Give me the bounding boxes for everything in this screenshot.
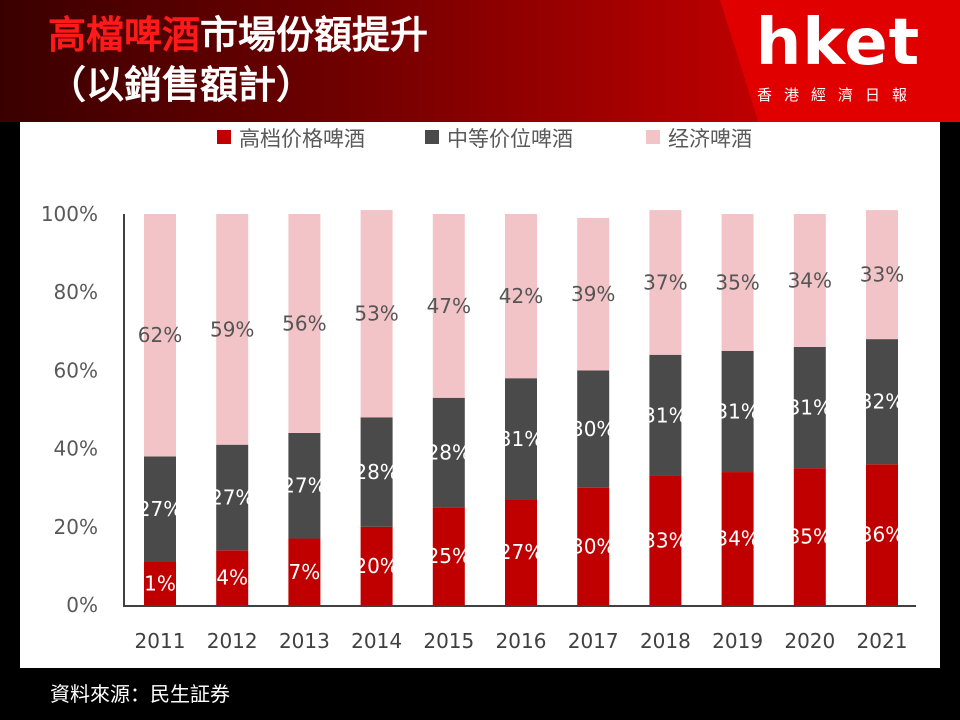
x-tick-label-2012: 2012 bbox=[207, 629, 258, 653]
data-label-2014-s1: 20% bbox=[354, 554, 398, 578]
legend-swatch-1 bbox=[217, 130, 231, 144]
legend-label-1: 高档价格啤酒 bbox=[239, 127, 365, 151]
data-label-2019-s2: 31% bbox=[715, 399, 759, 423]
bar-segment-2013-s3 bbox=[288, 214, 321, 433]
bar-segment-2016-s1 bbox=[505, 499, 537, 605]
bar-segment-2013-s1 bbox=[288, 538, 321, 605]
bar-segment-2019-s2 bbox=[721, 350, 754, 473]
x-tick-label-2015: 2015 bbox=[423, 629, 474, 653]
data-label-2019-s1: 34% bbox=[715, 527, 759, 551]
data-label-2015-s3: 47% bbox=[427, 294, 471, 318]
data-label-2015-s1: 25% bbox=[427, 544, 471, 568]
data-label-2016-s1: 27% bbox=[499, 540, 543, 564]
data-label-2015-s2: 28% bbox=[427, 441, 471, 465]
bar-segment-2019-s3 bbox=[721, 214, 754, 351]
bar-segment-2021-s3 bbox=[866, 210, 898, 340]
bar-segment-2017-s3 bbox=[577, 217, 610, 371]
title-highlight: 高檔啤酒 bbox=[48, 13, 201, 57]
bar-segment-2015-s3 bbox=[432, 214, 465, 398]
data-label-2020-s3: 34% bbox=[788, 268, 832, 292]
bar-segment-2016-s2 bbox=[505, 378, 537, 500]
bar-segment-2021-s1 bbox=[866, 464, 898, 605]
bar-segment-2012-s2 bbox=[216, 444, 249, 551]
bar-segment-2017-s1 bbox=[577, 487, 610, 605]
bar-segment-2014-s1 bbox=[360, 526, 393, 605]
bar-segment-2015-s1 bbox=[432, 507, 465, 605]
bar-segment-2014-s3 bbox=[360, 210, 393, 418]
data-label-2016-s3: 42% bbox=[499, 284, 543, 308]
legend-label-2: 中等价位啤酒 bbox=[447, 127, 573, 151]
data-label-2017-s1: 30% bbox=[571, 534, 615, 558]
data-label-2017-s2: 30% bbox=[571, 417, 615, 441]
data-label-2014-s3: 53% bbox=[354, 302, 398, 326]
chart-panel: 高档价格啤酒 中等价位啤酒 经济啤酒 0% 20% 40% 60% 80% 100% 1% 27% 6… bbox=[20, 122, 940, 668]
y-tick-label: 0% bbox=[66, 593, 98, 617]
x-tick-label-2014: 2014 bbox=[351, 629, 402, 653]
x-tick-label-2016: 2016 bbox=[496, 629, 547, 653]
legend-label-3: 经济啤酒 bbox=[668, 127, 752, 151]
bar-segment-2012-s3 bbox=[216, 214, 249, 445]
y-tick-label: 40% bbox=[54, 437, 98, 461]
data-label-2013-s1: 7% bbox=[289, 560, 321, 584]
stacked-bar-chart: 高档价格啤酒 中等价位啤酒 经济啤酒 0% 20% 40% 60% 80% 100% 1% 27% 6… bbox=[41, 127, 916, 653]
data-label-2013-s3: 56% bbox=[282, 311, 326, 335]
data-label-2012-s2: 27% bbox=[210, 485, 254, 509]
bar-segment-2017-s2 bbox=[577, 370, 610, 488]
data-label-2018-s3: 37% bbox=[643, 270, 687, 294]
data-label-2013-s2: 27% bbox=[282, 474, 326, 498]
data-label-2020-s1: 35% bbox=[788, 525, 832, 549]
source-note: 資料來源：民生証券 bbox=[50, 682, 230, 706]
bar-segment-2018-s2 bbox=[649, 354, 682, 476]
bar-segment-2018-s1 bbox=[649, 475, 682, 605]
data-label-2020-s2: 31% bbox=[788, 396, 832, 420]
x-tick-label-2021: 2021 bbox=[857, 629, 908, 653]
x-tick-label-2011: 2011 bbox=[135, 629, 186, 653]
page-title: 高檔啤酒市場份額提升 （以銷售額計） bbox=[48, 10, 428, 110]
data-label-2021-s3: 33% bbox=[860, 263, 904, 287]
bar-segment-2011-s1 bbox=[144, 561, 176, 605]
hket-logo: hket 香港經濟日報 bbox=[720, 0, 960, 122]
y-tick-label: 80% bbox=[54, 280, 98, 304]
bar-segment-2019-s1 bbox=[721, 472, 754, 605]
x-tick-label-2017: 2017 bbox=[568, 629, 619, 653]
bar-segment-2018-s3 bbox=[649, 210, 682, 355]
data-label-2019-s3: 35% bbox=[715, 270, 759, 294]
data-label-2011-s1: 1% bbox=[144, 571, 176, 595]
bar-segment-2020-s1 bbox=[793, 468, 826, 605]
data-label-2021-s1: 36% bbox=[860, 523, 904, 547]
x-tick-label-2013: 2013 bbox=[279, 629, 330, 653]
x-tick-label-2018: 2018 bbox=[640, 629, 691, 653]
title-rest: 市場份額提升 bbox=[200, 13, 429, 57]
data-label-2018-s1: 33% bbox=[643, 528, 687, 552]
data-label-2017-s3: 39% bbox=[571, 282, 615, 306]
data-label-2018-s2: 31% bbox=[643, 403, 687, 427]
bar-segment-2014-s2 bbox=[360, 417, 393, 527]
logo-brand: hket bbox=[755, 6, 921, 80]
logo-subtitle: 香港經濟日報 bbox=[756, 86, 919, 104]
y-tick-label: 20% bbox=[54, 515, 98, 539]
data-label-2011-s2: 27% bbox=[138, 497, 182, 521]
bar-segment-2016-s3 bbox=[505, 214, 537, 379]
y-tick-label: 100% bbox=[41, 202, 98, 226]
data-label-2021-s2: 32% bbox=[860, 390, 904, 414]
bar-segment-2012-s1 bbox=[216, 550, 249, 605]
data-label-2014-s2: 28% bbox=[354, 460, 398, 484]
title-line2: （以銷售額計） bbox=[48, 63, 315, 107]
legend-swatch-2 bbox=[425, 130, 439, 144]
bar-segment-2011-s3 bbox=[144, 214, 176, 457]
bar-segment-2020-s2 bbox=[793, 346, 826, 469]
bar-segment-2015-s2 bbox=[432, 397, 465, 508]
bar-segment-2013-s2 bbox=[288, 432, 321, 539]
x-tick-label-2019: 2019 bbox=[712, 629, 763, 653]
legend-swatch-3 bbox=[646, 130, 660, 144]
bar-segment-2021-s2 bbox=[866, 339, 898, 465]
x-tick-label-2020: 2020 bbox=[784, 629, 835, 653]
data-label-2011-s3: 62% bbox=[138, 323, 182, 347]
data-label-2012-s1: 4% bbox=[216, 566, 248, 590]
y-tick-label: 60% bbox=[54, 358, 98, 382]
data-label-2012-s3: 59% bbox=[210, 317, 254, 341]
bar-segment-2011-s2 bbox=[144, 456, 176, 562]
bar-segment-2020-s3 bbox=[793, 214, 826, 347]
data-label-2016-s2: 31% bbox=[499, 427, 543, 451]
